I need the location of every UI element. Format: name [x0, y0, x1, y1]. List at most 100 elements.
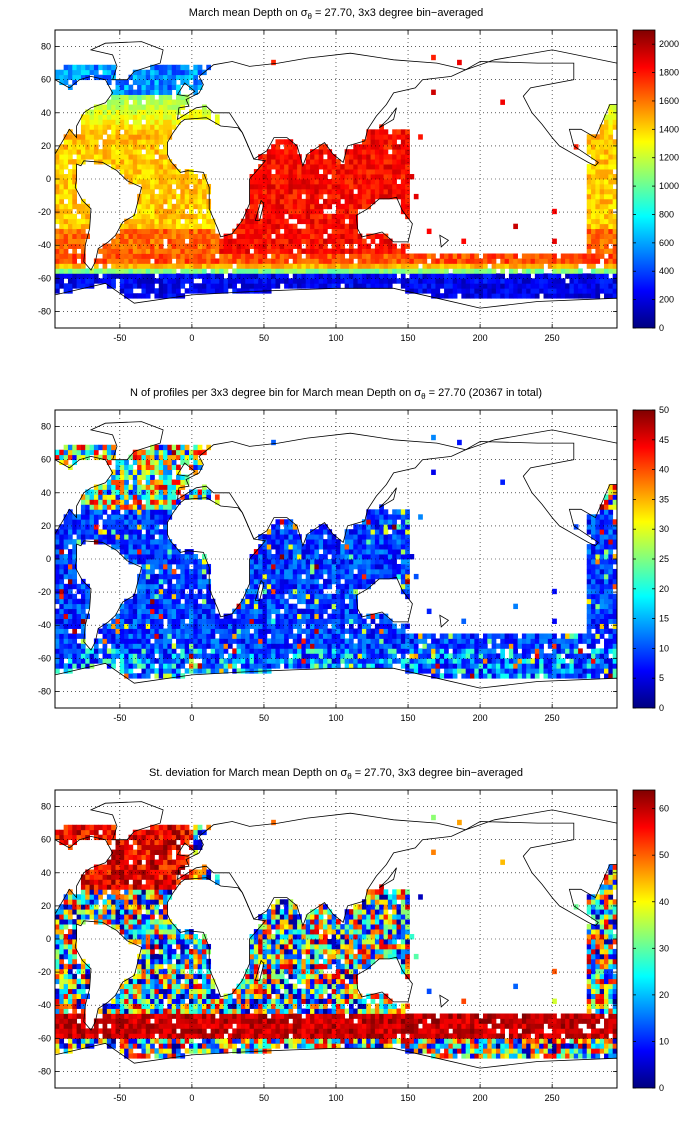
bin-cell [374, 129, 380, 135]
bin-cell [521, 258, 527, 264]
bin-cell [132, 74, 138, 81]
bin-cell [361, 658, 367, 664]
bin-cell [474, 273, 480, 279]
bin-cell [189, 618, 194, 624]
bin-cell [470, 253, 475, 259]
bin-cell [67, 193, 73, 200]
bin-cell [340, 273, 346, 279]
bin-cell [145, 134, 151, 140]
bin-cell [111, 149, 116, 155]
bin-cell [275, 169, 281, 175]
bin-cell [344, 554, 350, 560]
bin-cell [201, 663, 207, 669]
bin-cell [284, 169, 289, 175]
bin-cell [418, 268, 423, 274]
bin-cell [612, 139, 617, 145]
bin-cell [556, 288, 562, 294]
bin-cell [132, 144, 138, 150]
bin-cell [197, 198, 203, 205]
bin-cell [482, 268, 488, 274]
bin-cell [176, 183, 181, 190]
colorbar-tick-label: 1000 [659, 181, 679, 191]
bin-cell [141, 633, 147, 639]
bin-cell [379, 174, 384, 180]
bin-cell [271, 648, 276, 654]
bin-cell [67, 529, 73, 535]
bin-cell [318, 144, 324, 150]
bin-cell [288, 268, 294, 274]
bin-cell [158, 638, 164, 644]
bin-cell [323, 563, 328, 570]
bin-cell [141, 653, 147, 659]
bin-cell [258, 534, 263, 540]
bin-cell [141, 248, 147, 254]
bin-cell [348, 193, 354, 200]
bin-cell [327, 563, 333, 570]
bin-cell [608, 154, 614, 160]
bin-cell [189, 243, 194, 249]
bin-cell [124, 598, 129, 605]
bin-cell [76, 218, 82, 225]
bin-cell [184, 573, 190, 580]
bin-cell [331, 578, 337, 585]
bin-cell [67, 573, 73, 580]
bin-cell [189, 608, 194, 615]
bin-cell [513, 283, 518, 289]
bin-cell [599, 203, 605, 210]
bin-cell [340, 278, 346, 284]
bin-cell [431, 89, 436, 95]
bin-cell [210, 263, 216, 269]
bin-cell [591, 253, 596, 259]
bin-cell [59, 198, 65, 205]
bin-cell [288, 588, 294, 595]
bin-cell [249, 263, 255, 269]
bin-cell [232, 668, 237, 674]
bin-cell [240, 668, 246, 674]
bin-cell [284, 529, 289, 535]
bin-cell [560, 253, 566, 259]
bin-cell [266, 159, 272, 165]
bin-cell [336, 198, 341, 205]
bin-cell [353, 524, 359, 530]
bin-cell [266, 223, 272, 230]
bin-cell [314, 623, 320, 629]
bin-cell [111, 243, 116, 249]
bin-cell [595, 193, 601, 200]
bin-cell [171, 109, 177, 115]
bin-cell [180, 268, 186, 274]
bin-cell [279, 623, 285, 629]
bin-cell [163, 139, 168, 145]
bin-cell [422, 258, 428, 264]
bin-cell [150, 643, 155, 649]
bin-cell [331, 268, 337, 274]
bin-cell [106, 109, 112, 115]
bin-cell [297, 638, 302, 644]
bin-cell [340, 549, 346, 555]
bin-cell [249, 653, 255, 659]
bin-cell [180, 578, 186, 585]
bin-cell [275, 539, 281, 545]
bin-cell [318, 223, 324, 230]
bin-cell [67, 213, 73, 220]
bin-cell [400, 283, 406, 289]
bin-cell [331, 554, 337, 560]
bin-cell [487, 258, 493, 264]
bin-cell [72, 268, 78, 274]
bin-cell [275, 648, 281, 654]
bin-cell [340, 188, 346, 195]
bin-cell [396, 129, 402, 135]
bin-cell [206, 613, 212, 619]
bin-cell [197, 228, 203, 235]
bin-cell [331, 283, 337, 289]
bin-cell [145, 648, 151, 654]
bin-cell [210, 243, 216, 249]
bin-cell [72, 519, 78, 525]
bin-cell [167, 243, 173, 249]
bin-cell [534, 293, 540, 299]
bin-cell [72, 658, 78, 664]
bin-cell [150, 474, 155, 480]
bin-cell [128, 514, 134, 520]
bin-cell [141, 618, 147, 624]
bin-cell [163, 593, 168, 600]
bin-cell [163, 529, 168, 535]
